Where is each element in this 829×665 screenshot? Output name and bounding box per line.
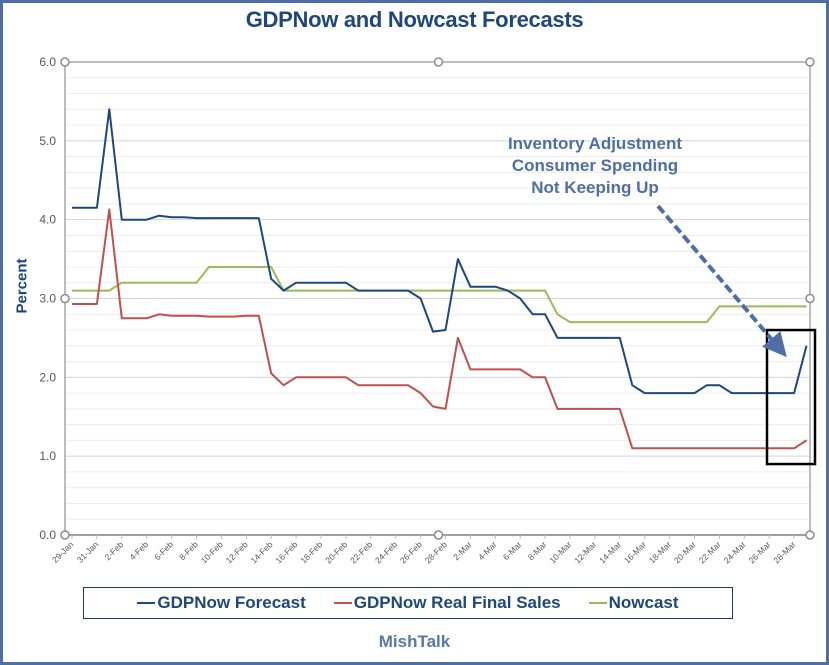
x-tick-label: 24-Mar: [722, 539, 748, 565]
y-tick-label: 5.0: [39, 134, 56, 148]
x-tick-label: 14-Feb: [248, 539, 274, 565]
x-tick-label: 8-Feb: [177, 539, 200, 562]
legend-item-nowcast: Nowcast: [588, 593, 679, 613]
legend-item-real-final-sales: GDPNow Real Final Sales: [333, 593, 561, 613]
y-tick-label: 6.0: [39, 55, 56, 69]
x-tick-label: 28-Feb: [423, 539, 449, 565]
x-tick-label: 18-Feb: [298, 539, 324, 565]
x-tick-label: 29-Jan: [50, 539, 76, 565]
series-line-gdpnow-forecast: [72, 108, 808, 395]
x-tick-label: 10-Feb: [199, 539, 225, 565]
x-tick-label: 4-Mar: [476, 539, 499, 562]
x-tick-label: 16-Mar: [622, 539, 648, 565]
selection-handle: [60, 57, 70, 67]
x-tick-label: 24-Feb: [373, 539, 399, 565]
x-tick-label: 12-Mar: [572, 539, 598, 565]
highlight-box: [765, 328, 817, 466]
selection-handle: [60, 530, 70, 540]
x-tick-label: 22-Feb: [348, 539, 374, 565]
legend-swatch-gdpnow-forecast: [137, 602, 156, 604]
x-tick-label: 4-Feb: [127, 539, 150, 562]
annotation-line-3: Not Keeping Up: [531, 178, 659, 197]
y-tick-label: 2.0: [39, 370, 56, 384]
series-line-nowcast: [72, 266, 807, 324]
legend-swatch-nowcast: [588, 602, 607, 604]
x-tick-label: 18-Mar: [647, 539, 673, 565]
x-tick-label: 12-Feb: [224, 539, 250, 565]
x-tick-label: 6-Feb: [152, 539, 175, 562]
series-line-gdpnow-real-final-sales: [72, 208, 808, 450]
chart-title: GDPNow and Nowcast Forecasts: [245, 7, 584, 32]
x-tick-label: 14-Mar: [597, 539, 623, 565]
x-tick-label: 2-Feb: [102, 539, 125, 562]
x-tick-label: 20-Feb: [323, 539, 349, 565]
selection-handle: [805, 293, 815, 304]
source-label: MishTalk: [378, 632, 451, 651]
legend-label: GDPNow Forecast: [157, 593, 306, 612]
x-tick-label: 2-Mar: [451, 539, 474, 562]
legend-label: Nowcast: [608, 593, 679, 612]
selection-handle: [433, 57, 444, 67]
chart-legend: GDPNow Forecast GDPNow Real Final Sales …: [83, 587, 733, 619]
x-tick-label: 26-Feb: [398, 539, 424, 565]
legend-item-gdpnow-forecast: GDPNow Forecast: [137, 593, 306, 613]
y-tick-label: 4.0: [39, 213, 56, 227]
x-tick-label: 22-Mar: [697, 539, 723, 565]
selection-handle: [805, 530, 815, 540]
y-tick-label: 3.0: [39, 292, 56, 306]
selection-handle: [60, 293, 70, 304]
annotation-arrow: [656, 204, 787, 358]
y-tick-label: 0.0: [39, 528, 56, 542]
x-tick-label: 26-Mar: [746, 539, 772, 565]
x-tick-label: 20-Mar: [672, 539, 698, 565]
x-tick-label: 31-Jan: [75, 539, 101, 565]
x-tick-label: 8-Mar: [526, 539, 549, 562]
legend-label: GDPNow Real Final Sales: [353, 593, 561, 612]
legend-swatch-real-final-sales: [333, 602, 352, 604]
annotation-line-2: Consumer Spending: [511, 156, 679, 175]
selection-handle: [805, 57, 815, 67]
y-tick-label: 1.0: [39, 449, 56, 463]
x-tick-label: 16-Feb: [273, 539, 299, 565]
annotation-text: Inventory Adjustment Consumer Spending N…: [470, 133, 720, 199]
x-tick-label: 6-Mar: [501, 539, 524, 562]
x-tick-label: 28-Mar: [771, 539, 797, 565]
selection-handle: [433, 530, 444, 540]
x-tick-label: 10-Mar: [547, 539, 573, 565]
annotation-line-1: Inventory Adjustment: [507, 134, 683, 153]
